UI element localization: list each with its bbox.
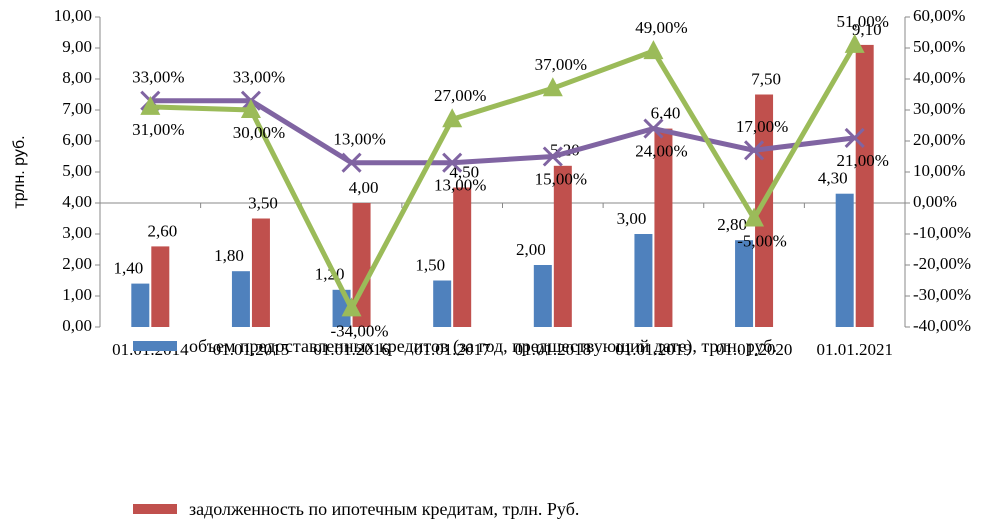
point-value-label: 31,00%	[132, 120, 184, 139]
legend-label: объем предоставленных кредитов (за год, …	[189, 336, 777, 356]
marker	[844, 127, 865, 148]
y-tick-label: 1,00	[62, 285, 92, 304]
y2-tick-label: 30,00%	[913, 99, 965, 118]
bar-value-label: 4,00	[349, 178, 379, 197]
y-axis-label: трлн. руб.	[11, 135, 28, 208]
bar	[654, 128, 673, 327]
bar-value-label: 1,40	[113, 259, 143, 278]
point-value-label: 51,00%	[836, 12, 888, 31]
marker	[341, 152, 362, 173]
bar	[433, 280, 452, 327]
bar	[151, 246, 170, 327]
marker	[744, 207, 765, 227]
chart: трлн. руб. 0,00 1,00 2,00 3,00 4,00 5,00 6,00 7…	[11, 6, 971, 359]
marker	[442, 108, 463, 128]
bar	[453, 187, 472, 327]
y2-tick-label: 50,00%	[913, 37, 965, 56]
point-value-label: 15,00%	[535, 169, 587, 188]
bar	[634, 234, 653, 327]
bar	[855, 44, 874, 328]
y-tick-label: 0,00	[62, 316, 92, 335]
bar	[231, 271, 250, 327]
x-tick-label: 01.01.2016	[313, 340, 390, 359]
marker	[140, 95, 161, 115]
point-value-label: 37,00%	[535, 55, 587, 74]
bar-value-label: 7,50	[751, 69, 781, 88]
bar	[251, 218, 270, 327]
bar	[533, 265, 552, 327]
marker	[542, 77, 563, 97]
line	[150, 43, 857, 314]
line	[150, 98, 855, 166]
bar-value-label: 6,40	[651, 104, 681, 123]
y-tick-label: 9,00	[62, 37, 92, 56]
point-value-label: 17,00%	[736, 117, 788, 136]
x-tick-label: 01.01.2019	[615, 340, 692, 359]
bar-value-label: 4,30	[818, 169, 848, 188]
bar-value-label: 3,00	[617, 209, 647, 228]
marker	[643, 118, 664, 139]
point-value-label: 49,00%	[635, 18, 687, 37]
y2-tick-label: 60,00%	[913, 6, 965, 25]
bar	[735, 240, 754, 327]
bar-value-label: 1,50	[415, 255, 445, 274]
bar-value-label: 9,10	[852, 20, 882, 39]
bar-value-label: 3,50	[248, 193, 278, 212]
point-value-label: 13,00%	[333, 130, 385, 149]
bar	[131, 283, 150, 327]
bar-value-label: 2,60	[147, 221, 177, 240]
x-tick-label: 01.01.2020	[716, 340, 793, 359]
point-value-label: 33,00%	[132, 68, 184, 87]
marker	[442, 152, 463, 173]
point-value-label: 24,00%	[635, 142, 687, 161]
point-value-label: 21,00%	[836, 151, 888, 170]
bar-value-label: 2,80	[717, 215, 747, 234]
legend-label: задолженность по ипотечным кредитам, трл…	[189, 499, 580, 519]
y-tick-label: 3,00	[62, 223, 92, 242]
y-tick-label: 10,00	[54, 6, 92, 25]
marker	[341, 297, 362, 317]
y2-tick-label: 0,00%	[913, 192, 957, 211]
bar-value-label: 2,00	[516, 240, 546, 259]
legend-swatch	[133, 341, 177, 351]
x-tick-label: 01.01.2017	[414, 340, 491, 359]
point-value-label: 13,00%	[434, 176, 486, 195]
y-tick-label: 8,00	[62, 68, 92, 87]
x-tick-label: 01.01.2015	[213, 340, 290, 359]
bar	[755, 94, 774, 327]
marker	[240, 99, 261, 118]
x-tick-label: 01.01.2021	[816, 340, 893, 359]
point-value-label: -34,00%	[331, 321, 389, 340]
point-value-label: -5,00%	[737, 231, 787, 250]
legend-swatch	[133, 504, 177, 514]
y-tick-label: 4,00	[62, 192, 92, 211]
bar	[835, 193, 854, 327]
y2-tick-label: -10,00%	[913, 223, 971, 242]
marker	[542, 146, 563, 167]
y-tick-label: 7,00	[62, 99, 92, 118]
marker	[744, 140, 765, 161]
y-tick-label: 2,00	[62, 254, 92, 273]
legend-item: задолженность по ипотечным кредитам, трл…	[133, 498, 933, 520]
bar-value-label: 1,80	[214, 246, 244, 265]
marker	[844, 33, 865, 53]
point-value-label: 30,00%	[233, 123, 285, 142]
y2-tick-label: -20,00%	[913, 254, 971, 273]
y2-tick-label: 20,00%	[913, 130, 965, 149]
y2-tick-label: -30,00%	[913, 285, 971, 304]
y-tick-label: 6,00	[62, 130, 92, 149]
bar	[553, 165, 572, 327]
x-tick-label: 01.01.2018	[515, 340, 592, 359]
y-tick-label: 5,00	[62, 161, 92, 180]
point-value-label: 27,00%	[434, 86, 486, 105]
y2-tick-label: 10,00%	[913, 161, 965, 180]
legend-item: объем предоставленных кредитов (за год, …	[133, 335, 933, 357]
y2-tick-label: 40,00%	[913, 68, 965, 87]
marker	[643, 40, 664, 60]
point-value-label: 33,00%	[233, 68, 285, 87]
y2-tick-label: -40,00%	[913, 316, 971, 335]
